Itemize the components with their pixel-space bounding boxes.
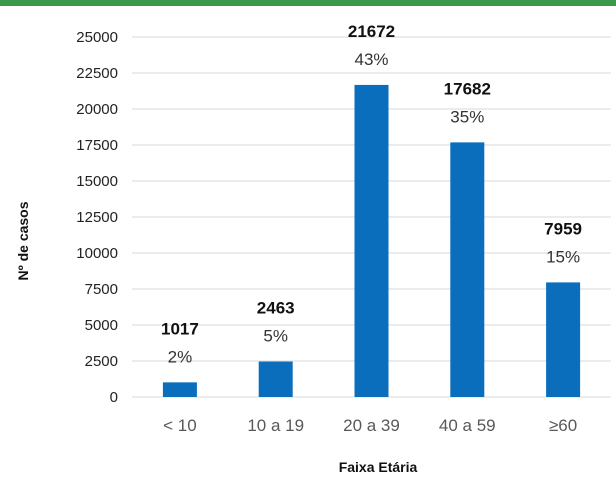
value-labels: 1017 2463 21672 17682 7959 (161, 22, 582, 338)
y-tick-label: 2500 (85, 353, 118, 370)
percent-label: 35% (450, 107, 484, 126)
data-label: 21672 (348, 22, 395, 41)
y-tick-label: 7500 (85, 281, 118, 298)
bar (354, 84, 389, 397)
x-tick-label: ≥60 (549, 416, 577, 435)
percent-label: 5% (263, 327, 288, 346)
y-tick-label: 20000 (76, 101, 118, 118)
top-border (0, 0, 616, 6)
percent-label: 15% (546, 247, 580, 266)
y-axis-title: Nº de casos (15, 201, 31, 280)
percent-label: 2% (168, 347, 193, 366)
y-tick-label: 25000 (76, 29, 118, 46)
bar (546, 282, 581, 397)
bar (162, 382, 197, 397)
bar (450, 142, 485, 397)
x-tick-label: 10 a 19 (247, 416, 304, 435)
percent-label: 43% (354, 50, 388, 69)
x-tick-labels: < 10 10 a 19 20 a 39 40 a 59 ≥60 (163, 416, 577, 435)
y-tick-labels: 0 2500 5000 7500 10000 12500 15000 17500 20000 22… (76, 29, 118, 406)
percent-labels: 2% 5% 43% 35% 15% (168, 50, 581, 366)
x-tick-label: 40 a 59 (439, 416, 496, 435)
bar (258, 361, 293, 397)
y-tick-label: 5000 (85, 317, 118, 334)
y-tick-label: 15000 (76, 173, 118, 190)
y-tick-label: 22500 (76, 65, 118, 82)
data-label: 7959 (544, 219, 582, 238)
x-axis-title: Faixa Etária (339, 459, 418, 475)
y-tick-label: 0 (110, 389, 118, 406)
x-tick-label: < 10 (163, 416, 197, 435)
data-label: 2463 (257, 299, 295, 318)
y-tick-label: 10000 (76, 245, 118, 262)
data-label: 17682 (444, 79, 491, 98)
y-tick-label: 12500 (76, 209, 118, 226)
bars (162, 84, 581, 397)
x-tick-label: 20 a 39 (343, 416, 400, 435)
y-tick-label: 17500 (76, 137, 118, 154)
data-label: 1017 (161, 319, 199, 338)
gridlines (132, 36, 611, 398)
